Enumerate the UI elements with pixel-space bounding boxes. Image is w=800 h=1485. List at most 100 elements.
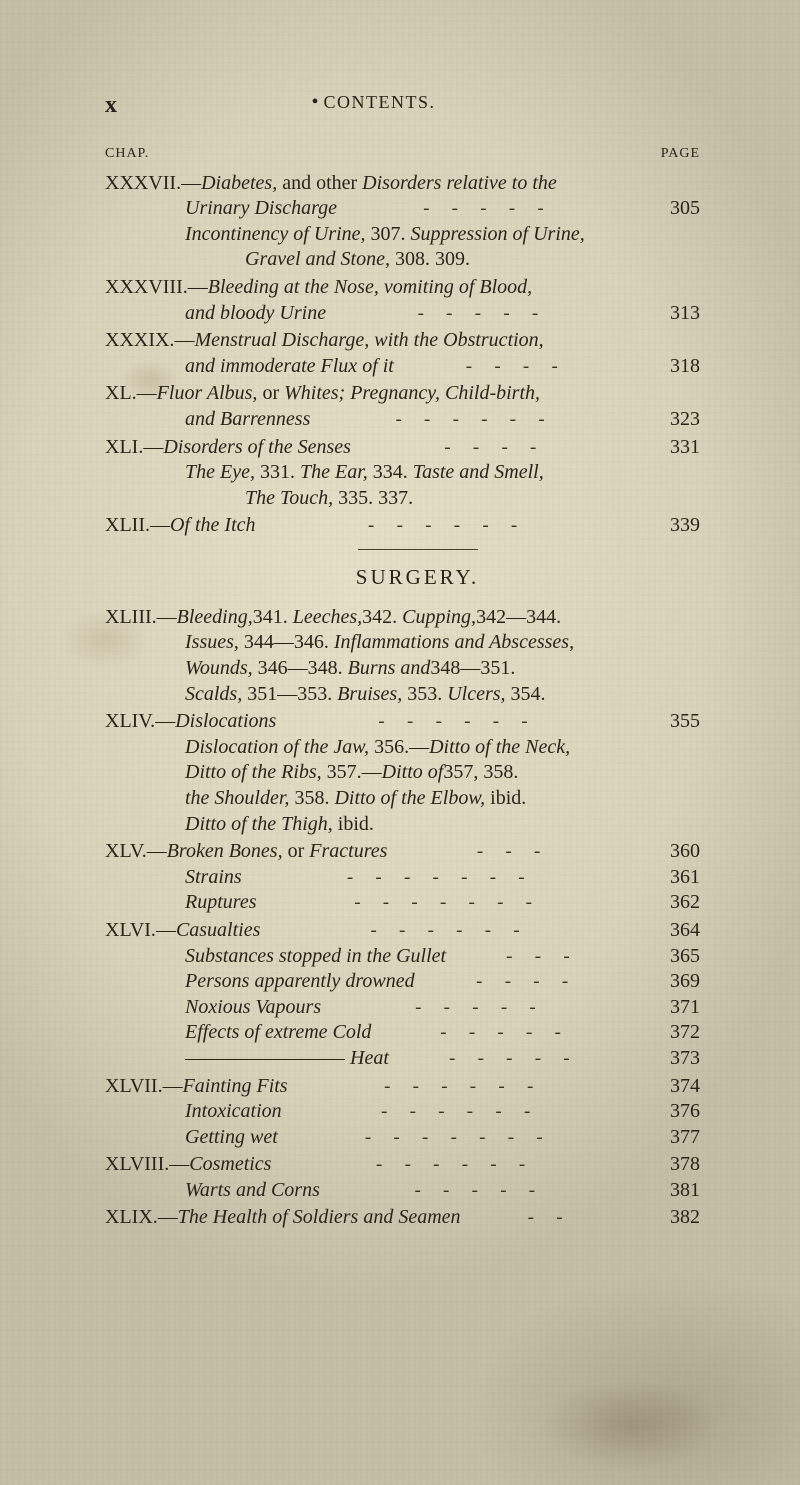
entry-line: Gravel and Stone, 308. 309. <box>105 247 730 273</box>
leader-dashes: - - - <box>452 945 646 969</box>
page-number: 361 <box>646 865 730 891</box>
entry-text: Heat <box>350 1047 389 1069</box>
header-row: x • CONTENTS. <box>105 90 730 121</box>
entry-line: XLV.—Broken Bones, or Fractures- - - 360 <box>105 839 730 865</box>
contents-entry: XXXVII.—Diabetes, and other Disorders re… <box>105 171 730 273</box>
entry-line: and bloody Urine- - - - - 313 <box>105 301 730 327</box>
chapter-roman: XLII. <box>105 513 150 539</box>
page-number: 377 <box>646 1125 730 1151</box>
leader-dashes: - - - - - <box>326 1179 646 1203</box>
entry-text: Scalds, <box>185 683 247 705</box>
contents-entry: XLVIII.—Cosmetics- - - - - - 378Warts an… <box>105 1152 730 1203</box>
entry-line: The Touch, 335. 337. <box>105 486 730 512</box>
chapter-roman: XXXVIII. <box>105 275 188 301</box>
contents-entry: XLVII.—Fainting Fits- - - - - - 374Intox… <box>105 1074 730 1151</box>
colhead-right: PAGE <box>661 145 700 163</box>
entry-text: Warts and Corns <box>185 1179 320 1201</box>
entry-text: Intoxication <box>185 1100 282 1122</box>
leader-dashes: - - - - - - <box>282 710 646 734</box>
entry-text: Broken Bones, <box>167 840 288 862</box>
entry-line: Incontinency of Urine, 307. Suppression … <box>105 222 730 248</box>
entry-line: XXXVIII.—Bleeding at the Nose, vomiting … <box>105 275 730 301</box>
entry-line: Urinary Discharge- - - - - 305 <box>105 196 730 222</box>
leader-dashes: - - - - - - <box>262 514 646 538</box>
page-number: 374 <box>646 1074 730 1100</box>
entry-text: the Shoulder, <box>185 787 294 809</box>
entry-text: Dislocations <box>175 710 276 732</box>
entry-line: XLVI.—Casualties- - - - - - 364 <box>105 918 730 944</box>
page-number: 364 <box>646 918 730 944</box>
chapter-roman: XLIX. <box>105 1205 158 1231</box>
entry-text: and bloody Urine <box>185 302 326 324</box>
entry-line: XLI.—Disorders of the Senses- - - - 331 <box>105 435 730 461</box>
entry-line: XLVII.—Fainting Fits- - - - - - 374 <box>105 1074 730 1100</box>
entry-line: XLIV.—Dislocations- - - - - - 355 <box>105 709 730 735</box>
entry-text: The Touch, <box>245 487 338 509</box>
section-heading: SURGERY. <box>105 564 730 591</box>
chapter-roman: XLIII. <box>105 605 157 631</box>
entry-line: XLII.—Of the Itch- - - - - - 339 <box>105 513 730 539</box>
entry-line: XLVIII.—Cosmetics- - - - - - 378 <box>105 1152 730 1178</box>
leader-dashes: - - - - - - - <box>248 866 646 890</box>
entry-text: Ruptures <box>185 891 256 913</box>
entry-text: Issues, <box>185 631 244 653</box>
leader-dashes: - - - - - - - <box>284 1126 646 1150</box>
contents-entry: XLIII.—Bleeding,341. Leeches,342. Cuppin… <box>105 605 730 707</box>
entry-text: Incontinency of Urine, <box>185 223 371 245</box>
page-number: 369 <box>646 969 730 995</box>
page-number: 378 <box>646 1152 730 1178</box>
contents-list-2: XLIII.—Bleeding,341. Leeches,342. Cuppin… <box>105 605 730 1231</box>
entry-text: Disorders of the Senses <box>163 436 351 458</box>
entry-text: Ditto of the Ribs, <box>185 761 327 783</box>
contents-entry: XLV.—Broken Bones, or Fractures- - - 360… <box>105 839 730 916</box>
entry-text: Fluor Albus, <box>157 382 263 404</box>
entry-text: Wounds, <box>185 657 258 679</box>
entry-text: and Barrenness <box>185 408 310 430</box>
page-number: 339 <box>646 513 730 539</box>
page-number: 331 <box>646 435 730 461</box>
entry-line: the Shoulder, 358. Ditto of the Elbow, i… <box>105 786 730 812</box>
leader-dashes: - - - - - <box>377 1021 646 1045</box>
leader-dashes: - - - - - <box>395 1047 646 1071</box>
contents-entry: XLIX.—The Health of Soldiers and Seamen-… <box>105 1205 730 1231</box>
entry-text: Casualties <box>176 919 260 941</box>
entry-text: Gravel and Stone, <box>245 248 395 270</box>
contents-entry: XLVI.—Casualties- - - - - - 364Substance… <box>105 918 730 1072</box>
entry-text: Persons apparently drowned <box>185 970 415 992</box>
chapter-roman: XL. <box>105 381 137 407</box>
leader-dashes: - - - - <box>357 436 646 460</box>
entry-line: ———————— Heat- - - - - 373 <box>105 1046 730 1072</box>
leader-dashes: - - - <box>393 840 646 864</box>
entry-text: Diabetes, <box>201 172 282 194</box>
entry-text: Fainting Fits <box>183 1075 288 1097</box>
section-mark: x <box>105 90 117 121</box>
page-number: 362 <box>646 890 730 916</box>
section-rule <box>358 549 478 550</box>
leader-dashes: - - - - - - - <box>262 891 646 915</box>
page-number: 323 <box>646 407 730 433</box>
entry-line: XL.—Fluor Albus, or Whites; Pregnancy, C… <box>105 381 730 407</box>
entry-line: Ruptures - - - - - - - 362 <box>105 890 730 916</box>
contents-entry: XLIV.—Dislocations- - - - - - 355Disloca… <box>105 709 730 837</box>
entry-line: The Eye, 331. The Ear, 334. Taste and Sm… <box>105 460 730 486</box>
entry-line: XXXVII.—Diabetes, and other Disorders re… <box>105 171 730 197</box>
page-number: 372 <box>646 1020 730 1046</box>
entry-text: Of the Itch <box>170 514 256 536</box>
leader-dashes: - - - - - <box>332 302 646 326</box>
chapter-roman: XLVI. <box>105 918 156 944</box>
entry-text: Dislocation of the Jaw, <box>185 736 374 758</box>
contents-entry: XXXVIII.—Bleeding at the Nose, vomiting … <box>105 275 730 326</box>
entry-line: Getting wet- - - - - - - 377 <box>105 1125 730 1151</box>
chapter-roman: XLV. <box>105 839 147 865</box>
chapter-roman: XLI. <box>105 435 143 461</box>
page-number: 382 <box>646 1205 730 1231</box>
entry-text: Strains <box>185 866 242 888</box>
column-heads: CHAP. PAGE <box>105 145 730 163</box>
entry-line: Intoxication- - - - - - 376 <box>105 1099 730 1125</box>
entry-line: XLIII.—Bleeding,341. Leeches,342. Cuppin… <box>105 605 730 631</box>
entry-text: Noxious Vapours <box>185 996 321 1018</box>
leader-dashes: - - - - - - <box>277 1153 646 1177</box>
page-number: 381 <box>646 1178 730 1204</box>
entry-line: Ditto of the Ribs, 357.—Ditto of357, 358… <box>105 760 730 786</box>
page-number: 376 <box>646 1099 730 1125</box>
